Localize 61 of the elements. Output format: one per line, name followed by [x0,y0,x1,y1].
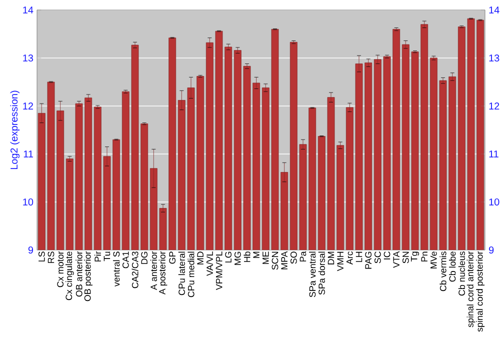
x-tick-label: PAG [365,252,372,269]
y-tick-label: 12 [23,102,33,110]
x-tick-label: ME [262,252,269,264]
y-tick-label: 13 [23,54,34,62]
x-tick-label: M [253,252,260,258]
x-tick-label: MG [234,252,241,265]
y-tick-label: 10 [23,198,34,206]
x-tick-label: Cx motor [57,251,64,288]
x-tick-label: Cb lobe [449,252,456,282]
y2-tick-label: 13 [489,54,500,62]
y-tick-label: 9 [28,246,34,254]
x-tick-label: Pir [94,251,101,262]
x-tick-label: Tu [104,252,110,262]
x-tick-label: SN [402,252,409,264]
x-tick-label: ventral S [113,252,120,287]
x-tick-label: Pa [300,251,306,262]
x-tick-label: DM [328,252,334,264]
x-tick-label: Pn [421,252,428,262]
x-tick-label: IC [384,252,390,260]
x-tick-label: Cx cingulate [65,252,74,300]
y2-tick-label: 12 [489,102,500,110]
x-tick-label: MPA [281,251,288,270]
x-tick-label: CA1 [122,252,129,268]
x-tick-label: A posterior [158,251,168,295]
x-tick-label: SPa ventral [309,252,316,298]
x-tick-label: MVe [430,252,437,268]
x-tick-label: SCN [272,252,278,270]
x-tick-label: CPu medial [188,252,194,298]
x-tick-label: LS [38,252,45,262]
x-tick-label: spinal cord anterior [466,251,476,328]
x-tick-label: spinal cord posterior [476,251,485,332]
x-tick-label: CA2/CA3 [132,252,138,288]
x-tick-label: VMH [337,252,344,272]
x-tick-label: SPa dorsal [318,252,325,295]
x-tick-label: Tg [410,252,420,262]
x-tick-label: Cb vermis [440,252,446,292]
y-axis-title: Log2 (expression) [10,90,20,170]
x-tick-label: VPM/VPL [216,251,222,290]
y2-tick-label: 10 [489,198,500,206]
y2-tick-label: 9 [489,246,494,254]
x-tick-label: LH [356,252,362,262]
x-tick-label: VA/VL [206,251,213,276]
x-tick-label: GP [169,252,176,264]
x-tick-label: Cb nucleus [458,252,465,296]
y2-tick-label: 14 [489,6,500,14]
x-tick-label: MD [197,252,204,264]
x-tick-label: Arc [346,251,353,265]
x-tick-label: RS [48,252,54,263]
y-tick-label: 11 [24,150,33,158]
x-tick-label: OB posterior [84,251,93,302]
x-tick-label: VTA [393,251,400,268]
x-tick-label: OB anterior [76,251,82,297]
x-tick-label: LG [225,252,232,262]
y-tick-label: 14 [23,6,34,14]
x-tick-label: CPu lateral [178,252,185,296]
y2-tick-label: 11 [489,150,498,158]
x-tick-label: SO [290,252,297,264]
x-tick-label: A anterior [150,251,157,290]
x-tick-label: DG [141,252,148,264]
x-tick-label: Hb [244,252,250,262]
x-tick-label: SC [374,252,381,264]
